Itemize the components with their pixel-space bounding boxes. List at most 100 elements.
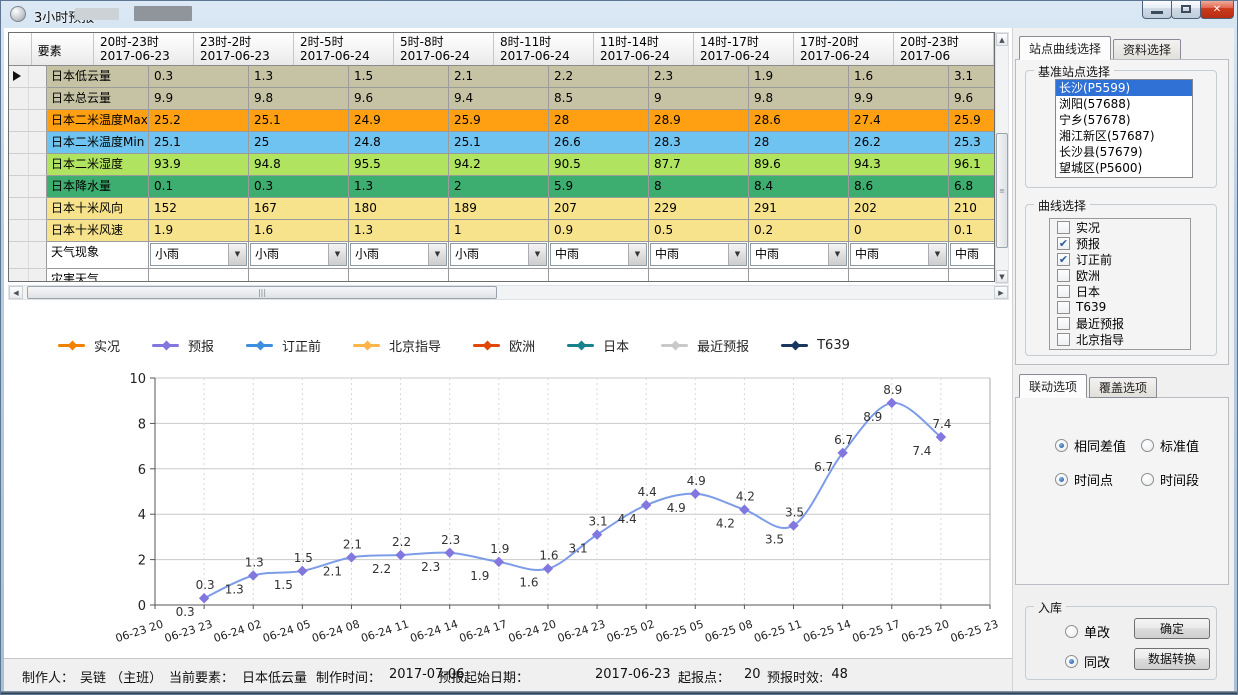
- value-cell[interactable]: 28.6: [749, 110, 849, 132]
- value-cell[interactable]: 2: [449, 176, 549, 198]
- data-point-marker[interactable]: [444, 547, 455, 558]
- combobox-dropdown-button[interactable]: ▼: [328, 244, 346, 265]
- value-cell[interactable]: 0.5: [649, 220, 749, 242]
- combobox-dropdown-button[interactable]: ▼: [428, 244, 446, 265]
- value-cell[interactable]: 25: [249, 132, 349, 154]
- data-point-marker[interactable]: [837, 447, 848, 459]
- value-cell[interactable]: 1.3: [249, 66, 349, 88]
- value-cell[interactable]: 2.3: [649, 66, 749, 88]
- curve-checkbox-row[interactable]: 最近预报: [1050, 315, 1190, 331]
- value-cell[interactable]: 25.1: [149, 132, 249, 154]
- value-cell[interactable]: 28: [749, 132, 849, 154]
- value-cell[interactable]: 9.8: [249, 88, 349, 110]
- station-listbox[interactable]: 长沙(P5599) 浏阳(57688) 宁乡(57678) 湘江新区(57687) 长沙…: [1055, 79, 1193, 178]
- tab-station-curve-select[interactable]: 站点曲线选择: [1019, 36, 1112, 60]
- tab-link-options[interactable]: 联动选项: [1019, 374, 1088, 398]
- value-cell[interactable]: 202: [849, 198, 949, 220]
- value-cell[interactable]: [849, 269, 949, 281]
- data-point-marker[interactable]: [493, 556, 505, 568]
- value-cell[interactable]: 9.6: [349, 88, 449, 110]
- value-cell[interactable]: 中雨▼: [949, 242, 994, 269]
- value-cell[interactable]: 1.6: [249, 220, 349, 242]
- station-list-item[interactable]: 长沙县(57679): [1059, 145, 1143, 159]
- curve-checkbox-row[interactable]: 欧洲: [1050, 267, 1190, 283]
- value-cell[interactable]: 1: [449, 220, 549, 242]
- checkbox-icon[interactable]: [1057, 268, 1070, 282]
- tab-data-select[interactable]: 资料选择: [1113, 39, 1182, 60]
- confirm-button[interactable]: 确定: [1134, 618, 1210, 639]
- data-point-marker[interactable]: [886, 397, 897, 409]
- value-cell[interactable]: 28: [549, 110, 649, 132]
- close-button[interactable]: ✕: [1200, 0, 1234, 19]
- value-cell[interactable]: 小雨 ▼: [349, 242, 449, 269]
- value-cell[interactable]: 24.9: [349, 110, 449, 132]
- value-cell[interactable]: 210: [949, 198, 994, 220]
- data-point-marker[interactable]: [198, 592, 210, 604]
- value-cell[interactable]: 小雨 ▼: [449, 242, 549, 269]
- curve-checkbox-row[interactable]: 日本: [1050, 283, 1190, 299]
- table-vertical-scrollbar[interactable]: ▲ ▼ ≡: [995, 32, 1009, 284]
- curve-checkbox-row[interactable]: T639: [1050, 299, 1190, 315]
- value-cell[interactable]: 26.2: [849, 132, 949, 154]
- link-option-radio[interactable]: 相同差值: [1055, 436, 1126, 455]
- weather-combobox[interactable]: 中雨▼: [950, 243, 994, 266]
- value-cell[interactable]: 2.2: [549, 66, 649, 88]
- value-cell[interactable]: [549, 269, 649, 281]
- weather-combobox[interactable]: 小雨 ▼: [450, 243, 547, 266]
- value-cell[interactable]: 中雨▼: [549, 242, 649, 269]
- station-list-item[interactable]: 长沙(P5599): [1056, 80, 1192, 96]
- value-cell[interactable]: 87.7: [649, 154, 749, 176]
- row-selector-cell[interactable]: [9, 110, 47, 132]
- curve-checkbox-row[interactable]: ✔ 订正前: [1050, 251, 1190, 267]
- checkbox-icon[interactable]: ✔: [1057, 252, 1070, 266]
- vertical-scroll-thumb[interactable]: ≡: [996, 133, 1008, 248]
- value-cell[interactable]: 小雨 ▼: [149, 242, 249, 269]
- weather-combobox[interactable]: 小雨 ▼: [150, 243, 247, 266]
- value-cell[interactable]: 1.3: [349, 220, 449, 242]
- value-cell[interactable]: 小雨 ▼: [249, 242, 349, 269]
- combobox-dropdown-button[interactable]: ▼: [528, 244, 546, 265]
- value-cell[interactable]: 9.4: [449, 88, 549, 110]
- value-cell[interactable]: 291: [749, 198, 849, 220]
- value-cell[interactable]: 1.6: [849, 66, 949, 88]
- link-option-radio[interactable]: 时间点: [1055, 470, 1113, 489]
- data-point-marker[interactable]: [788, 520, 799, 531]
- value-cell[interactable]: 26.6: [549, 132, 649, 154]
- value-cell[interactable]: 94.3: [849, 154, 949, 176]
- value-cell[interactable]: 25.3: [949, 132, 994, 154]
- value-cell[interactable]: 0.3: [149, 66, 249, 88]
- value-cell[interactable]: 9.8: [749, 88, 849, 110]
- data-point-marker[interactable]: [591, 529, 603, 540]
- checkbox-icon[interactable]: [1057, 284, 1070, 298]
- value-cell[interactable]: 9.9: [849, 88, 949, 110]
- value-cell[interactable]: 9.9: [149, 88, 249, 110]
- maximize-button[interactable]: [1171, 0, 1201, 19]
- value-cell[interactable]: 0.1: [949, 220, 994, 242]
- value-cell[interactable]: 25.1: [249, 110, 349, 132]
- value-cell[interactable]: 96.1: [949, 154, 994, 176]
- value-cell[interactable]: 1.9: [749, 66, 849, 88]
- value-cell[interactable]: 0.2: [749, 220, 849, 242]
- value-cell[interactable]: 中雨▼: [749, 242, 849, 269]
- checkbox-icon[interactable]: ✔: [1057, 236, 1070, 250]
- value-cell[interactable]: 1.5: [349, 66, 449, 88]
- value-cell[interactable]: 9.6: [949, 88, 994, 110]
- weather-combobox[interactable]: 中雨▼: [750, 243, 847, 266]
- data-point-marker[interactable]: [640, 499, 652, 511]
- data-point-marker[interactable]: [248, 570, 259, 581]
- radio-sync-edit[interactable]: 同改: [1065, 652, 1110, 671]
- combobox-dropdown-button[interactable]: ▼: [828, 244, 846, 265]
- tab-overlay-options[interactable]: 覆盖选项: [1089, 377, 1158, 398]
- data-point-marker[interactable]: [542, 563, 554, 574]
- combobox-dropdown-button[interactable]: ▼: [728, 244, 746, 265]
- data-point-marker[interactable]: [690, 488, 701, 499]
- row-selector-cell[interactable]: [9, 66, 47, 88]
- row-selector-cell[interactable]: [9, 88, 47, 110]
- value-cell[interactable]: 0.3: [249, 176, 349, 198]
- value-cell[interactable]: 25.9: [949, 110, 994, 132]
- scroll-down-button[interactable]: ▼: [996, 270, 1008, 283]
- link-option-radio[interactable]: 时间段: [1141, 470, 1199, 489]
- value-cell[interactable]: 94.8: [249, 154, 349, 176]
- curve-checkbox-row[interactable]: 北京指导: [1050, 331, 1190, 347]
- weather-combobox[interactable]: 中雨▼: [850, 243, 947, 266]
